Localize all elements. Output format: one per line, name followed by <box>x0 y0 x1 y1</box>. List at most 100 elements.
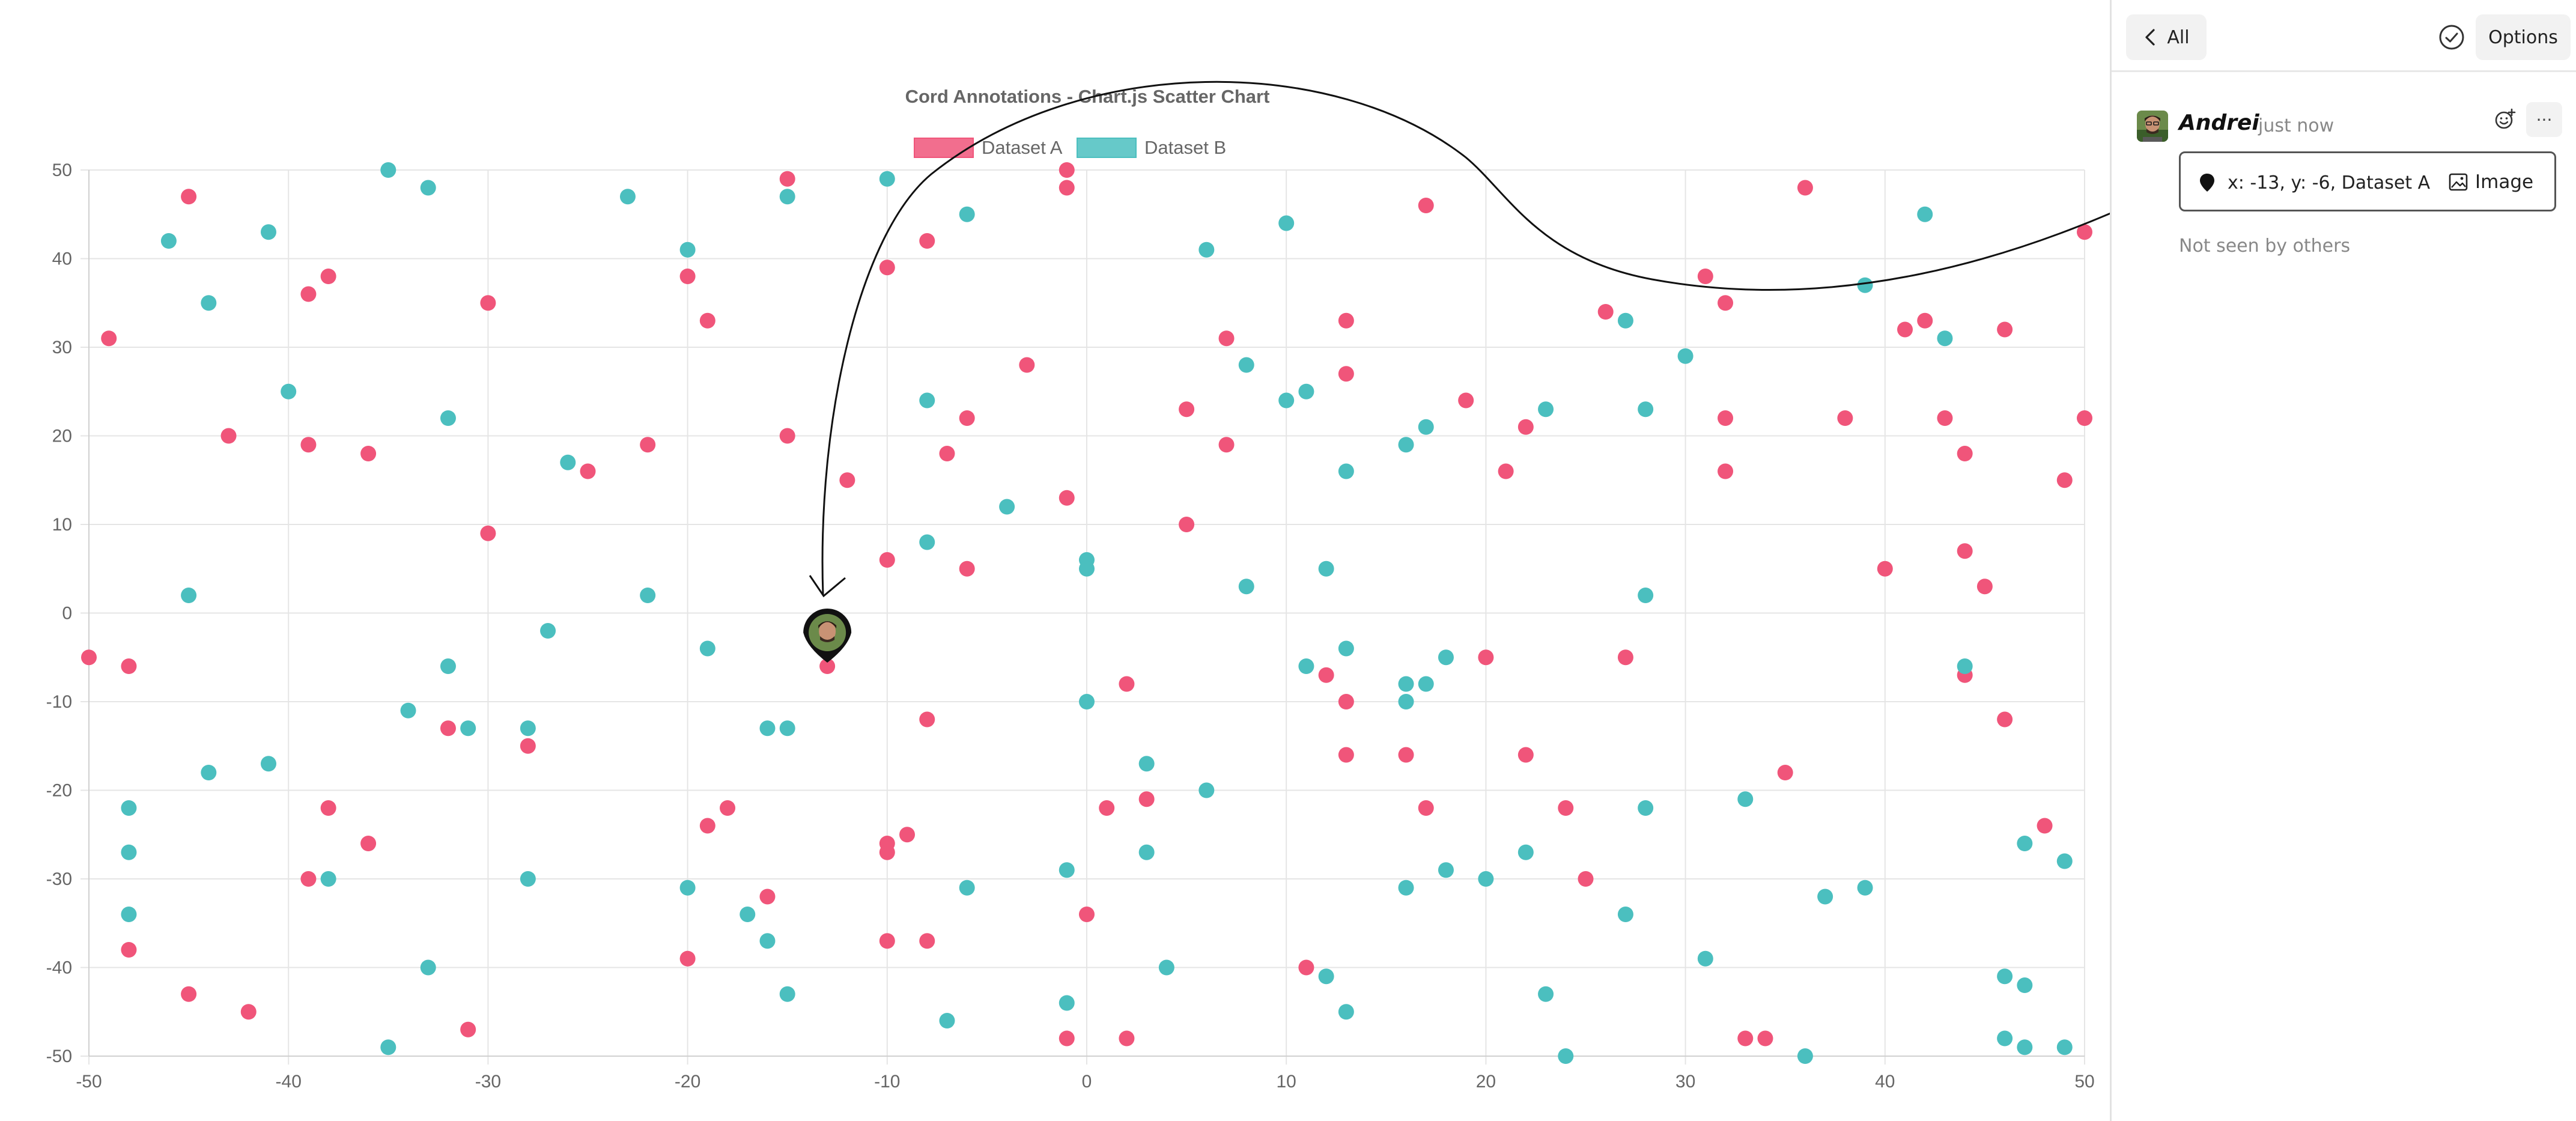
annotation-pin[interactable] <box>803 609 852 663</box>
scatter-point-dataset-a[interactable] <box>779 171 795 187</box>
scatter-point-dataset-b[interactable] <box>1418 419 1434 435</box>
scatter-point-dataset-b[interactable] <box>1338 463 1354 479</box>
scatter-point-dataset-a[interactable] <box>1059 180 1075 196</box>
scatter-point-dataset-a[interactable] <box>1418 800 1434 816</box>
scatter-point-dataset-a[interactable] <box>300 286 317 302</box>
scatter-point-dataset-b[interactable] <box>879 171 895 187</box>
scatter-point-dataset-a[interactable] <box>1338 694 1354 709</box>
scatter-point-dataset-a[interactable] <box>1897 321 1913 338</box>
scatter-point-dataset-b[interactable] <box>1398 694 1414 709</box>
scatter-point-dataset-b[interactable] <box>1278 215 1295 231</box>
scatter-point-dataset-a[interactable] <box>1218 330 1235 347</box>
scatter-point-dataset-b[interactable] <box>1238 357 1254 373</box>
scatter-point-dataset-b[interactable] <box>919 534 935 550</box>
scatter-point-dataset-b[interactable] <box>699 640 715 657</box>
scatter-point-dataset-b[interactable] <box>380 1039 396 1056</box>
scatter-point-dataset-a[interactable] <box>1059 490 1075 506</box>
scatter-point-dataset-b[interactable] <box>759 933 776 949</box>
annotation-reference[interactable]: x: -13, y: -6, Dataset A Image <box>2179 151 2556 211</box>
scatter-point-dataset-b[interactable] <box>1638 800 1654 816</box>
scatter-point-dataset-a[interactable] <box>121 942 137 958</box>
scatter-point-dataset-b[interactable] <box>1398 879 1414 896</box>
scatter-point-dataset-a[interactable] <box>1837 410 1853 426</box>
scatter-point-dataset-b[interactable] <box>420 180 436 196</box>
scatter-point-dataset-b[interactable] <box>1957 658 1973 674</box>
scatter-point-dataset-a[interactable] <box>1478 649 1494 666</box>
scatter-point-dataset-b[interactable] <box>201 295 217 311</box>
scatter-point-dataset-b[interactable] <box>181 588 197 603</box>
scatter-point-dataset-a[interactable] <box>240 1004 257 1020</box>
scatter-point-dataset-b[interactable] <box>1059 862 1075 878</box>
scatter-point-dataset-b[interactable] <box>1737 791 1754 807</box>
scatter-point-dataset-a[interactable] <box>101 330 117 347</box>
scatter-point-dataset-b[interactable] <box>320 871 336 887</box>
scatter-point-dataset-a[interactable] <box>959 410 975 426</box>
scatter-point-dataset-b[interactable] <box>260 756 276 772</box>
scatter-point-dataset-b[interactable] <box>1438 649 1454 666</box>
scatter-point-dataset-a[interactable] <box>1937 410 1953 426</box>
scatter-point-dataset-a[interactable] <box>779 428 795 444</box>
scatter-point-dataset-a[interactable] <box>1059 162 1075 178</box>
scatter-point-dataset-a[interactable] <box>759 889 776 905</box>
scatter-point-dataset-b[interactable] <box>2056 1039 2073 1056</box>
scatter-point-dataset-a[interactable] <box>1578 871 1594 887</box>
scatter-point-dataset-a[interactable] <box>1917 312 1933 329</box>
legend-item-dataset-b[interactable]: Dataset B <box>1077 137 1226 158</box>
scatter-point-dataset-b[interactable] <box>779 189 795 205</box>
scatter-point-dataset-b[interactable] <box>201 765 217 780</box>
scatter-point-dataset-a[interactable] <box>1797 180 1813 196</box>
scatter-point-dataset-a[interactable] <box>699 312 715 329</box>
scatter-point-dataset-a[interactable] <box>1976 579 1993 595</box>
scatter-point-dataset-a[interactable] <box>360 836 377 851</box>
scatter-point-dataset-a[interactable] <box>1318 667 1334 683</box>
scatter-point-dataset-b[interactable] <box>121 907 137 922</box>
scatter-point-dataset-b[interactable] <box>1817 889 1833 905</box>
scatter-point-dataset-b[interactable] <box>460 720 476 737</box>
scatter-point-dataset-b[interactable] <box>1298 658 1314 674</box>
scatter-point-dataset-b[interactable] <box>1198 242 1215 258</box>
scatter-point-dataset-a[interactable] <box>1777 765 1793 780</box>
scatter-point-dataset-a[interactable] <box>720 800 736 816</box>
scatter-point-dataset-b[interactable] <box>1059 995 1075 1011</box>
scatter-point-dataset-b[interactable] <box>1857 879 1873 896</box>
scatter-point-dataset-b[interactable] <box>1538 986 1554 1002</box>
scatter-point-dataset-b[interactable] <box>440 658 456 674</box>
scatter-point-dataset-b[interactable] <box>520 720 536 737</box>
resolve-button[interactable] <box>2430 16 2473 59</box>
scatter-point-dataset-b[interactable] <box>1558 1048 1574 1064</box>
scatter-point-dataset-a[interactable] <box>300 871 317 887</box>
scatter-point-dataset-b[interactable] <box>1997 1030 2013 1047</box>
scatter-point-dataset-b[interactable] <box>560 454 576 470</box>
scatter-point-dataset-b[interactable] <box>1438 862 1454 878</box>
scatter-point-dataset-b[interactable] <box>160 233 177 249</box>
scatter-point-dataset-b[interactable] <box>1617 312 1633 329</box>
scatter-point-dataset-a[interactable] <box>1718 463 1734 479</box>
scatter-point-dataset-a[interactable] <box>1398 747 1414 763</box>
scatter-point-dataset-b[interactable] <box>1318 968 1334 985</box>
scatter-point-dataset-a[interactable] <box>899 827 916 843</box>
scatter-point-dataset-a[interactable] <box>1458 392 1474 409</box>
scatter-point-dataset-a[interactable] <box>1757 1030 1773 1047</box>
scatter-point-dataset-b[interactable] <box>2017 977 2033 993</box>
scatter-point-dataset-b[interactable] <box>640 588 656 603</box>
scatter-point-dataset-a[interactable] <box>1737 1030 1754 1047</box>
legend-item-dataset-a[interactable]: Dataset A <box>914 137 1063 158</box>
scatter-point-dataset-b[interactable] <box>1697 950 1713 967</box>
scatter-point-dataset-a[interactable] <box>1059 1030 1075 1047</box>
scatter-point-dataset-a[interactable] <box>1617 649 1633 666</box>
scatter-point-dataset-a[interactable] <box>2077 224 2092 240</box>
scatter-point-dataset-a[interactable] <box>1718 410 1734 426</box>
scatter-point-dataset-b[interactable] <box>1298 383 1314 399</box>
scatter-point-dataset-a[interactable] <box>1997 321 2013 338</box>
scatter-point-dataset-b[interactable] <box>1338 1004 1354 1020</box>
scatter-point-dataset-a[interactable] <box>1338 366 1354 382</box>
scatter-point-dataset-a[interactable] <box>939 446 955 461</box>
scatter-point-dataset-b[interactable] <box>1138 844 1155 860</box>
scatter-point-dataset-a[interactable] <box>1099 800 1115 816</box>
scatter-point-dataset-a[interactable] <box>580 463 596 479</box>
scatter-point-dataset-a[interactable] <box>819 658 836 674</box>
scatter-point-dataset-a[interactable] <box>440 720 456 737</box>
scatter-point-dataset-a[interactable] <box>1179 401 1195 418</box>
scatter-point-dataset-b[interactable] <box>121 844 137 860</box>
scatter-point-dataset-a[interactable] <box>1498 463 1514 479</box>
